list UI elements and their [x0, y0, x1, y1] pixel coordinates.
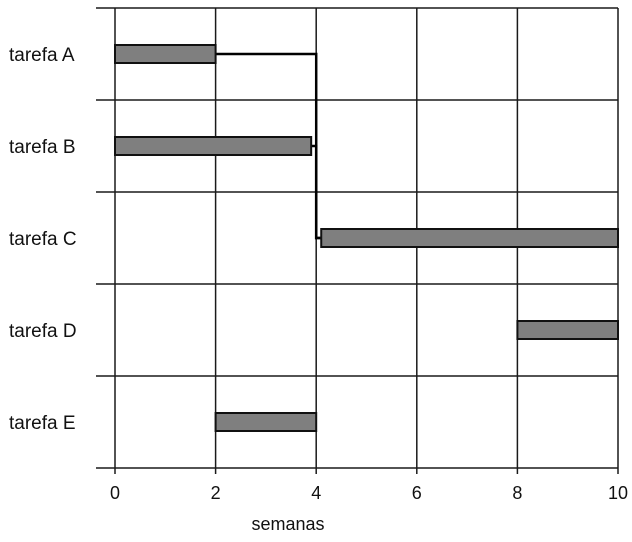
- task-label: tarefa B: [9, 137, 76, 158]
- task-bar: [516, 320, 620, 340]
- x-tick-label: 0: [110, 483, 120, 503]
- dependency-connectors: [215, 52, 322, 240]
- task-bar: [114, 44, 217, 64]
- x-tick-label: 8: [512, 483, 522, 503]
- x-axis-label: semanas: [251, 514, 324, 534]
- x-tick-label: 4: [311, 483, 321, 503]
- task-bar: [214, 412, 318, 432]
- task-label: tarefa A: [9, 45, 75, 66]
- task-bar: [320, 228, 619, 248]
- x-tick-label: 6: [412, 483, 422, 503]
- task-bars: [114, 44, 620, 432]
- x-tick-label: 10: [608, 483, 628, 503]
- task-label: tarefa E: [9, 413, 76, 434]
- x-axis-ticks: 0 2 4 6 8 10: [110, 483, 628, 503]
- task-label: tarefa C: [9, 229, 77, 250]
- task-labels: tarefa A tarefa B tarefa C tarefa D tarefa E: [9, 45, 77, 434]
- dependency-line: [311, 144, 322, 240]
- task-label: tarefa D: [9, 321, 77, 342]
- task-bar: [114, 136, 313, 156]
- x-tick-label: 2: [211, 483, 221, 503]
